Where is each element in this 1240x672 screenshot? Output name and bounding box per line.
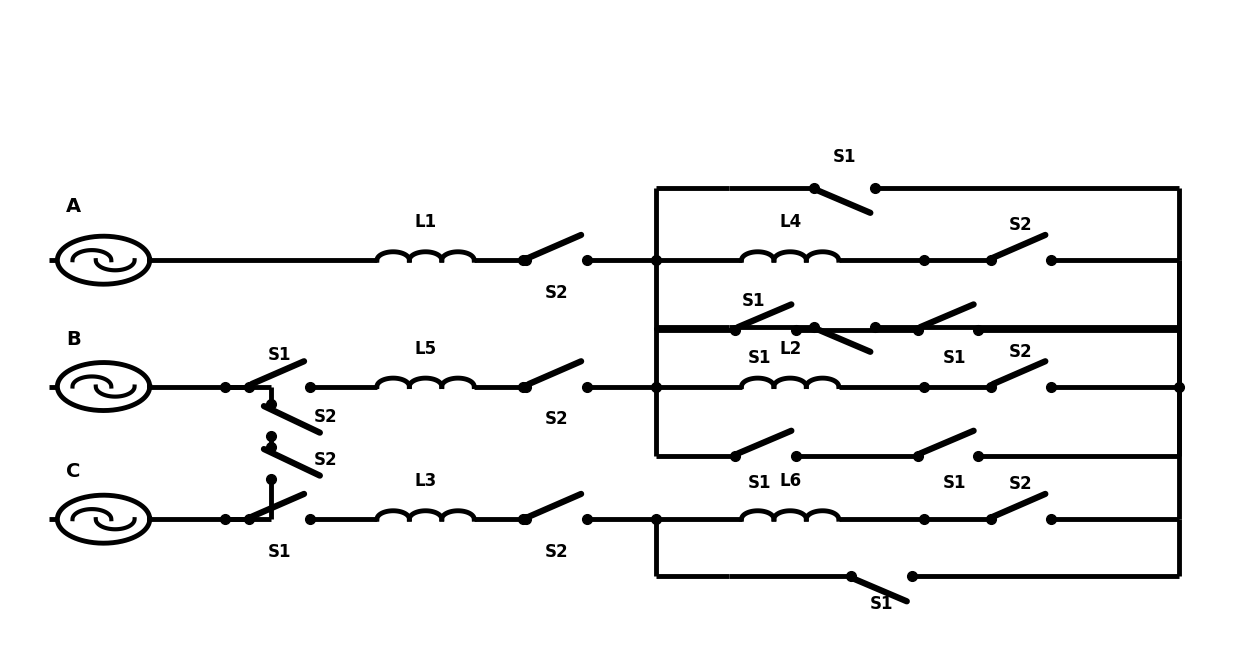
Text: S2: S2 (314, 451, 337, 469)
Text: S2: S2 (546, 543, 569, 561)
Text: L5: L5 (414, 339, 436, 358)
Text: S1: S1 (942, 349, 966, 367)
Text: S1: S1 (869, 595, 893, 614)
Text: S2: S2 (1009, 216, 1033, 235)
Text: S2: S2 (546, 284, 569, 302)
Text: S1: S1 (268, 543, 291, 561)
Text: S1: S1 (748, 474, 771, 491)
Text: L1: L1 (414, 213, 436, 231)
Text: S1: S1 (268, 346, 291, 364)
Text: S2: S2 (1009, 343, 1033, 361)
Text: S2: S2 (1009, 476, 1033, 493)
Text: S1: S1 (833, 149, 857, 166)
Text: S1: S1 (742, 292, 765, 310)
Text: A: A (66, 197, 81, 216)
Text: L3: L3 (414, 472, 436, 491)
Text: L2: L2 (779, 339, 801, 358)
Text: S2: S2 (314, 408, 337, 426)
Text: L4: L4 (779, 213, 801, 231)
Text: L6: L6 (779, 472, 801, 491)
Text: S1: S1 (748, 349, 771, 367)
Text: S1: S1 (942, 474, 966, 491)
Text: B: B (66, 330, 81, 349)
Text: S2: S2 (546, 411, 569, 428)
Text: C: C (66, 462, 81, 481)
